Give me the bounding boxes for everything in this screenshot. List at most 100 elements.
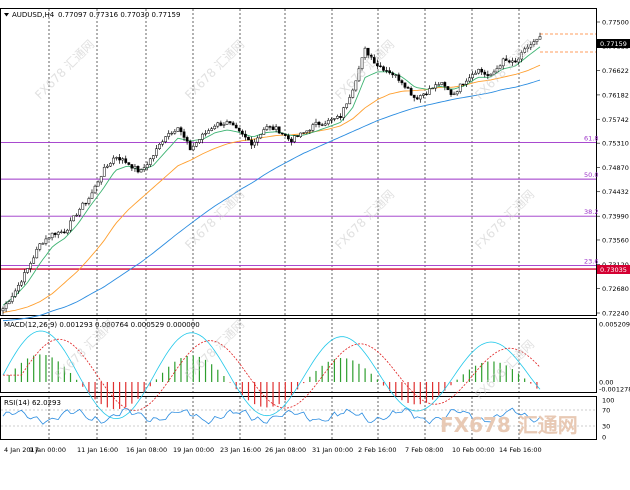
candle-body [29, 263, 32, 269]
candle-body [385, 70, 388, 72]
price-axis: 0.775000.770600.766220.761820.757420.753… [597, 19, 629, 318]
candle-body [296, 135, 299, 137]
candle-body [176, 127, 180, 132]
candle-body [259, 134, 263, 139]
macd-indicator: 0.005209 0.00-0.001278 [2, 321, 630, 420]
price-tick-label: 0.73120 [602, 261, 629, 269]
candle-body [391, 72, 395, 76]
candle-body [139, 169, 143, 173]
candle-body [234, 124, 238, 129]
rsi-line [2, 407, 541, 425]
price-tick-label: 0.75310 [602, 140, 629, 148]
candle-body [311, 124, 315, 131]
current-price-label: 0.77159 [600, 40, 627, 48]
candle-body [526, 46, 530, 50]
price-tick-label: 0.74870 [602, 164, 629, 172]
rsi-indicator: 100 70 30 0 [1, 397, 614, 442]
candle-body [182, 131, 186, 138]
chevron-down-icon[interactable] [4, 13, 9, 17]
candle-body [495, 68, 499, 73]
candle-body [412, 94, 416, 98]
price-tick-label: 0.74432 [602, 188, 629, 196]
candle-body [403, 82, 407, 88]
candle-body [305, 130, 309, 133]
price-tick-label: 0.73990 [602, 213, 629, 221]
candle-body [56, 231, 60, 235]
candle-body [59, 231, 63, 233]
ma-mid-line [2, 64, 541, 313]
candle-body [109, 163, 112, 167]
symbol-label: AUDUSD,H4 [12, 11, 55, 19]
candle-body [90, 192, 94, 199]
candle-body [133, 166, 137, 169]
candle-body [529, 44, 533, 48]
time-tick-label: 26 Jan 08:00 [265, 446, 306, 454]
time-tick-label: 14 Feb 16:00 [499, 446, 542, 454]
price-tick-label: 0.72680 [602, 285, 629, 293]
candle-body [415, 97, 419, 100]
candle-body [425, 93, 428, 96]
candle-body [253, 141, 256, 146]
candle-body [360, 57, 364, 69]
candle-body [514, 60, 517, 63]
candle-body [152, 155, 155, 160]
candle-body [72, 215, 75, 222]
candle-body [179, 127, 183, 133]
time-tick-label: 16 Jan 08:00 [126, 446, 167, 454]
candle-body [26, 268, 29, 273]
candle-body [118, 157, 121, 161]
candle-body [394, 74, 398, 76]
candle-body [188, 141, 192, 151]
candle-body [164, 136, 167, 143]
time-tick-label: 2 Feb 16:00 [358, 446, 397, 454]
candle-body [523, 48, 527, 53]
time-tick-label: 11 Jan 16:00 [77, 446, 118, 454]
ma-fast-line [2, 46, 541, 306]
red-line-label: 0.73035 [600, 266, 627, 274]
candle-body [345, 103, 349, 108]
candle-body [16, 284, 20, 292]
time-tick-label: 4 Jan 2017 [4, 446, 39, 454]
candle-body [283, 133, 287, 136]
candle-body [409, 88, 413, 96]
time-tick-label: 7 Feb 08:00 [405, 446, 444, 454]
candle-body [185, 137, 189, 142]
price-tick-label: 0.73560 [602, 236, 629, 244]
fib-label: 50.0 [584, 171, 598, 179]
time-tick-label: 19 Jan 00:00 [173, 446, 214, 454]
candle-body [440, 82, 444, 85]
candle-body [382, 66, 385, 71]
candle-body [66, 229, 69, 234]
fib-label: 61.8 [584, 135, 598, 143]
candle-body [130, 164, 134, 169]
candle-body [320, 124, 324, 126]
candle-body [498, 65, 502, 69]
candle-body [41, 243, 45, 245]
candle-body [142, 167, 146, 170]
candle-body [333, 118, 336, 120]
rsi-header: RSI(14) 62.0293 [4, 399, 61, 407]
candle-body [474, 72, 477, 75]
candle-body [228, 121, 232, 124]
candle-body [112, 157, 115, 164]
macd-tick-label: 0.005209 [599, 321, 630, 329]
candle-body [418, 95, 422, 100]
candle-body [63, 231, 66, 234]
candle-body [376, 62, 379, 67]
price-tick-label: 0.76182 [602, 91, 629, 99]
time-tick-label: 23 Jan 16:00 [220, 446, 261, 454]
candle-body [299, 132, 303, 137]
candle-body [219, 122, 223, 126]
candle-body [231, 122, 235, 126]
candle-body [244, 133, 247, 138]
candle-body [290, 138, 293, 143]
macd-tick-label: -0.001278 [599, 386, 630, 394]
candle-body [535, 38, 539, 42]
candle-body [317, 121, 321, 125]
candle-body [198, 139, 201, 143]
candle-body [115, 157, 118, 159]
candle-body [388, 70, 391, 74]
price-tick-label: 0.72240 [602, 310, 629, 318]
candle-body [465, 80, 468, 85]
